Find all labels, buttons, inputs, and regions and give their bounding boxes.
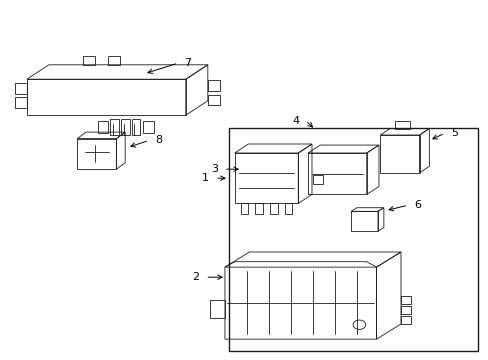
Text: 2: 2 [192,272,199,282]
Bar [228,128,477,351]
Text: 1: 1 [202,173,209,183]
Text: 5: 5 [450,128,457,138]
Text: 6: 6 [413,200,420,210]
Text: 3: 3 [211,164,218,174]
Text: 4: 4 [292,116,299,126]
Text: 7: 7 [184,58,191,68]
Text: 8: 8 [155,135,162,145]
